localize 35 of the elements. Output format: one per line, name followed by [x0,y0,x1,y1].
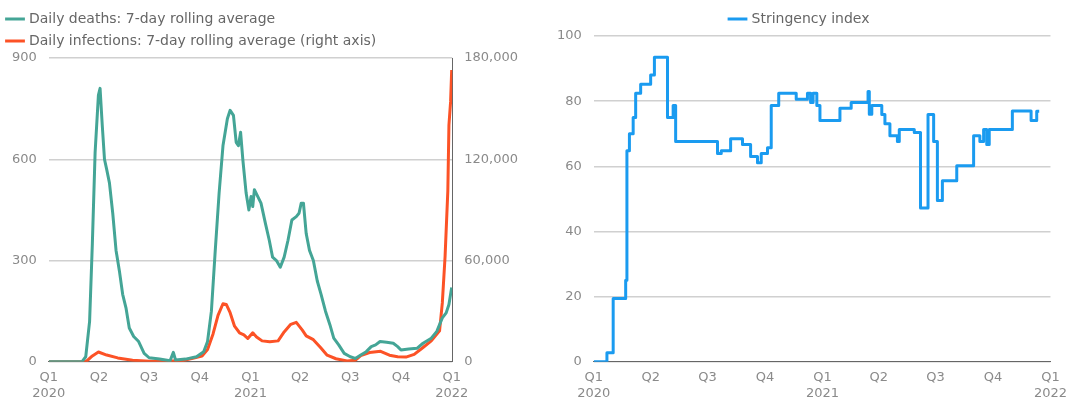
x-tick-label: Q1 2020 [32,368,66,400]
y2-tick-label: 120,000 [464,150,519,166]
x-tick-label: Q2 [641,368,660,384]
x-tick-label: Q4 [983,368,1003,384]
x-tick-label: Q1 2020 [577,368,611,400]
y-tick-label: 100 [556,27,582,43]
legend-label: Daily deaths: 7-day rolling average [29,9,276,26]
y-tick-label: 20 [565,288,582,304]
y-tick-label: 40 [565,222,582,238]
x-tick-label: Q3 [341,368,360,384]
legend-label: Stringency index [751,9,870,26]
x-tick-label: Q2 [290,368,310,384]
x-tick-label: Q1 2021 [805,368,839,400]
x-tick-label: Q4 [391,368,411,384]
y2-tick-label: 60,000 [464,251,510,267]
x-tick-label: Q4 [755,368,775,384]
y-tick-label: 300 [11,251,37,267]
y2-tick-label: 180,000 [464,49,519,65]
legend-label: Daily infections: 7-day rolling average (right axis) [29,31,377,48]
x-tick-label: Q3 [139,368,159,384]
x-tick-label: Q1 2022 [1033,368,1067,400]
y-tick-label: 600 [11,150,37,166]
x-tick-label: Q3 [698,368,717,384]
y-tick-label: 900 [11,49,37,65]
x-tick-label: Q1 2022 [435,368,469,400]
y-tick-label: 80 [565,92,582,108]
x-tick-label: Q1 2021 [233,368,268,400]
y-tick-label: 60 [565,157,582,173]
x-tick-label: Q4 [190,368,210,384]
y-tick-label: 0 [573,353,582,369]
x-tick-label: Q2 [89,368,109,384]
y-tick-label: 0 [28,353,37,369]
y2-tick-label: 0 [464,353,473,369]
x-tick-label: Q2 [869,368,888,384]
x-tick-label: Q3 [926,368,945,384]
